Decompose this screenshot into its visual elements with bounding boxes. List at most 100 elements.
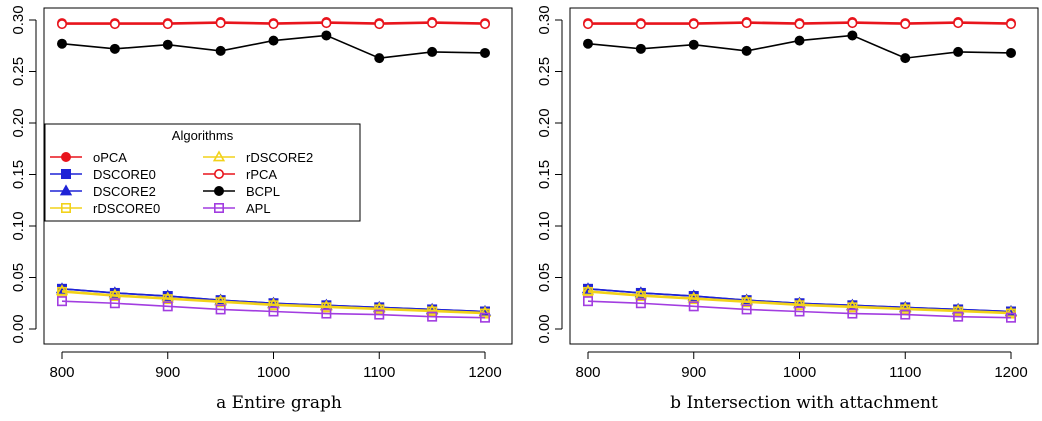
data-point	[847, 308, 858, 319]
data-point	[688, 39, 699, 50]
legend-entry: rDSCORE2	[203, 150, 313, 165]
data-point	[374, 53, 385, 64]
plot-frame	[43, 7, 513, 345]
data-point	[268, 19, 279, 30]
legend: Algorithms oPCA DSCORE0 DSCORE2 rDSCORE0 rDSC…	[44, 123, 361, 222]
x-tick-label: 800	[575, 364, 600, 381]
legend-swatch-marker	[214, 186, 225, 197]
x-tick-label: 900	[681, 364, 706, 381]
data-point	[215, 45, 226, 56]
x-tick-label: 1200	[468, 364, 501, 381]
data-point	[794, 19, 805, 30]
data-point	[741, 18, 752, 29]
data-point	[427, 311, 438, 322]
series-bcpl	[582, 30, 1016, 64]
data-point	[427, 46, 438, 57]
y-tick-label: 0.25	[536, 57, 553, 86]
legend-title: Algorithms	[172, 128, 234, 143]
data-point	[688, 19, 699, 30]
legend-label: rDSCORE2	[246, 150, 313, 165]
data-point	[900, 309, 911, 320]
series-bcpl	[56, 30, 490, 64]
legend-entry: DSCORE2	[50, 184, 156, 199]
data-point	[899, 301, 912, 313]
y-tick-label: 0.20	[10, 108, 27, 137]
legend-entry: APL	[203, 201, 271, 216]
series-apl	[56, 296, 490, 323]
legend-entry: DSCORE0	[50, 167, 156, 182]
series-line	[587, 300, 1012, 319]
legend-entry: BCPL	[203, 184, 280, 199]
legend-swatch-marker	[60, 169, 71, 180]
data-point	[479, 19, 490, 30]
data-point	[425, 303, 439, 315]
legend-swatch-marker	[214, 203, 225, 214]
panel-caption: a Entire graph	[216, 393, 342, 413]
data-point	[56, 19, 67, 30]
legend-label: rPCA	[246, 167, 277, 182]
data-point	[582, 38, 593, 49]
data-point	[847, 18, 858, 29]
series-line	[587, 290, 1012, 314]
legend-label: rDSCORE0	[93, 201, 160, 216]
y-tick-label: 0.30	[536, 5, 553, 34]
x-tick-label: 1000	[257, 364, 290, 381]
data-point	[953, 311, 964, 322]
data-point	[109, 298, 120, 309]
data-point	[479, 312, 490, 323]
data-point	[321, 30, 332, 41]
data-point	[1005, 19, 1016, 30]
data-point	[215, 18, 226, 29]
y-tick-label: 0.05	[536, 263, 553, 292]
legend-label: oPCA	[93, 150, 127, 165]
data-point	[900, 19, 911, 30]
data-point	[794, 306, 805, 317]
legend-swatch-marker	[60, 203, 71, 214]
data-point	[162, 39, 173, 50]
legend-swatch-marker	[212, 150, 226, 162]
legend-swatch-marker	[214, 169, 225, 180]
data-point	[373, 301, 386, 313]
data-point	[109, 43, 120, 54]
series-line	[587, 291, 1012, 315]
legend-box	[44, 123, 361, 222]
x-tick-label: 1100	[889, 364, 921, 381]
x-tick-label: 800	[49, 364, 74, 381]
data-point	[794, 35, 805, 46]
panel-a: 0.00 0.05 0.10 0.15 0.20 0.25 0.30 800 900 1000 11…	[10, 5, 513, 413]
data-point	[1005, 312, 1016, 323]
data-point	[321, 18, 332, 29]
y-tick-label: 0.15	[10, 160, 27, 189]
y-tick-label: 0.20	[536, 108, 553, 137]
legend-swatch-marker	[59, 184, 73, 196]
data-point	[478, 305, 492, 317]
data-point	[900, 53, 911, 64]
data-point	[55, 284, 69, 296]
y-tick-label: 0.15	[536, 160, 553, 189]
legend-label: APL	[246, 201, 271, 216]
data-point	[635, 43, 646, 54]
data-point	[268, 35, 279, 46]
data-point	[847, 30, 858, 41]
data-point	[953, 18, 964, 29]
data-point	[1004, 305, 1018, 317]
data-point	[479, 47, 490, 58]
data-point	[953, 46, 964, 57]
data-point	[741, 304, 752, 315]
legend-entry: rPCA	[203, 167, 277, 182]
legend-label: DSCORE2	[93, 184, 156, 199]
data-point	[582, 296, 593, 307]
y-tick-label: 0.05	[10, 263, 27, 292]
legend-entry: rDSCORE0	[50, 201, 160, 216]
data-point	[741, 45, 752, 56]
series-apl	[582, 296, 1016, 323]
data-point	[582, 19, 593, 30]
y-tick-label: 0.25	[10, 57, 27, 86]
y-tick-label: 0.10	[10, 211, 27, 240]
series-rpca	[56, 18, 490, 30]
data-point	[374, 19, 385, 30]
y-tick-label: 0.10	[536, 211, 553, 240]
data-point	[56, 296, 67, 307]
y-tick-label: 0.00	[536, 314, 553, 343]
